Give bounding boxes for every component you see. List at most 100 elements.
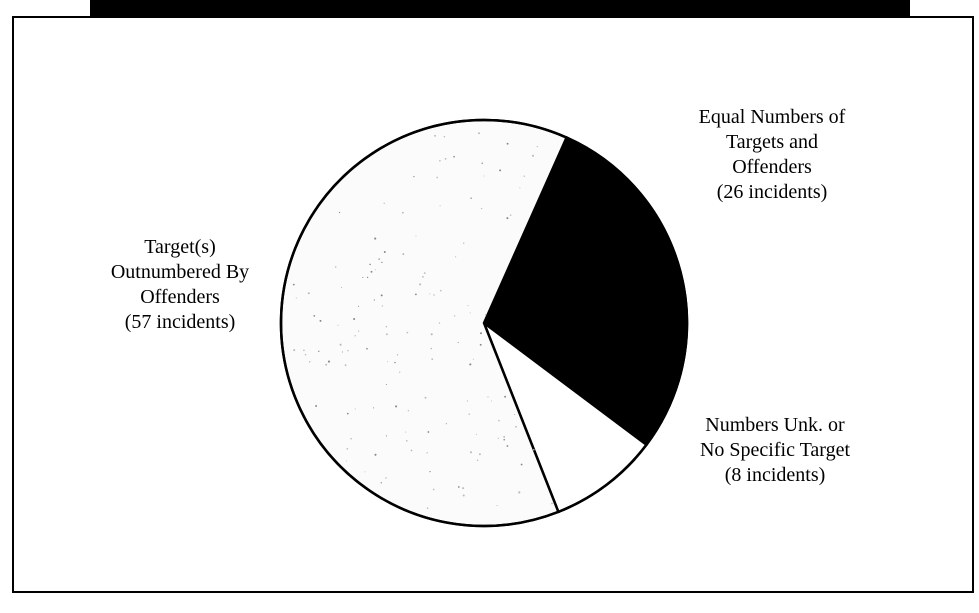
slice-texture-dot <box>462 242 465 244</box>
slice-texture-dot <box>472 358 474 360</box>
slice-texture-dot <box>308 361 311 363</box>
slice-texture-dot <box>536 145 538 148</box>
slice-texture-dot <box>385 477 387 479</box>
slice-label-numbers-unknown: Numbers Unk. or No Specific Target (8 in… <box>670 413 880 488</box>
slice-texture-dot <box>426 507 429 509</box>
slice-texture-dot <box>366 276 369 279</box>
slice-texture-dot <box>445 423 447 425</box>
chart-frame-right-edge <box>972 16 974 593</box>
slice-texture-dot <box>514 414 516 416</box>
slice-texture-dot <box>419 283 422 286</box>
slice-texture-dot <box>407 410 410 412</box>
slice-texture-dot <box>346 447 349 450</box>
slice-texture-dot <box>374 453 377 456</box>
slice-label-line: No Specific Target <box>699 439 851 461</box>
slice-texture-dot <box>406 331 409 334</box>
slice-texture-dot <box>440 289 442 292</box>
slice-texture-dot <box>295 297 297 299</box>
slice-texture-dot <box>378 258 381 261</box>
slice-texture-dot <box>533 448 535 451</box>
slice-texture-dot <box>364 471 366 473</box>
slice-texture-dot <box>338 211 341 214</box>
slice-texture-dot <box>385 333 388 336</box>
slice-texture-dot <box>358 330 360 332</box>
slice-texture-dot <box>383 251 386 253</box>
slice-texture-dot <box>457 341 459 343</box>
slice-texture-dot <box>469 312 471 314</box>
slice-texture-dot <box>479 343 482 346</box>
slice-texture-dot <box>427 431 430 433</box>
slice-texture-dot <box>421 275 424 278</box>
slice-texture-dot <box>304 353 307 356</box>
slice-texture-dot <box>395 405 398 408</box>
slice-texture-dot <box>429 470 431 473</box>
slice-texture-dot <box>370 270 373 273</box>
slice-texture-dot <box>344 364 347 367</box>
slice-texture-dot <box>432 488 435 491</box>
slice-texture-dot <box>503 436 505 438</box>
slice-texture-dot <box>503 438 505 441</box>
slice-texture-dot <box>483 175 485 177</box>
slice-label-line: Offenders <box>140 286 220 308</box>
slice-texture-dot <box>430 347 433 350</box>
slice-texture-dot <box>515 425 517 428</box>
slice-label-line: (57 incidents) <box>124 311 236 333</box>
slice-texture-dot <box>345 460 347 462</box>
slice-texture-dot <box>357 305 360 307</box>
slice-texture-dot <box>385 325 388 328</box>
slice-texture-dot <box>353 317 356 321</box>
slice-texture-dot <box>385 435 388 437</box>
slice-texture-dot <box>339 343 342 346</box>
slice-texture-dot <box>434 134 437 137</box>
slice-texture-dot <box>487 396 489 398</box>
slice-texture-dot <box>402 253 405 256</box>
slice-texture-dot <box>387 361 389 363</box>
slice-texture-dot <box>455 256 457 258</box>
slice-texture-dot <box>354 335 356 337</box>
slice-texture-dot <box>430 333 433 336</box>
slice-texture-dot <box>506 217 509 220</box>
slice-texture-dot <box>433 294 435 296</box>
slice-texture-dot <box>506 142 509 145</box>
slice-texture-dot <box>429 293 431 295</box>
slice-texture-dot <box>426 452 428 454</box>
slice-texture-dot <box>509 214 512 216</box>
slice-texture-dot <box>453 155 455 158</box>
slice-texture-dot <box>315 405 318 407</box>
slice-texture-dot <box>374 237 377 240</box>
slice-texture-dot <box>497 437 499 440</box>
slice-texture-dot <box>380 482 382 484</box>
slice-texture-dot <box>469 363 472 366</box>
slice-texture-dot <box>413 175 415 178</box>
slice-texture-dot <box>319 319 322 322</box>
slice-texture-dot <box>519 187 521 189</box>
slice-texture-dot <box>325 363 328 366</box>
slice-texture-dot <box>366 347 368 350</box>
slice-texture-dot <box>307 292 310 295</box>
slice-label-outnumbered: Target(s) Outnumbered By Offenders (57 i… <box>90 235 270 335</box>
slice-texture-dot <box>385 383 387 386</box>
slice-texture-dot <box>334 266 337 268</box>
slice-texture-dot <box>476 459 479 461</box>
slice-texture-dot <box>523 175 525 177</box>
slice-texture-dot <box>327 360 331 363</box>
slice-texture-dot <box>467 305 469 307</box>
slice-label-line: Outnumbered By <box>110 261 250 283</box>
slice-texture-dot <box>485 314 487 316</box>
slice-texture-dot <box>520 463 523 466</box>
slice-texture-dot <box>424 396 427 399</box>
slice-texture-dot <box>491 400 493 402</box>
slice-label-equal-numbers: Equal Numbers of Targets and Offenders (… <box>672 105 872 205</box>
slice-texture-dot <box>496 505 498 507</box>
slice-label-line: Targets and <box>725 131 819 153</box>
slice-texture-dot <box>337 324 339 326</box>
slice-texture-dot <box>531 154 535 157</box>
slice-texture-dot <box>481 162 483 164</box>
slice-texture-dot <box>383 202 385 204</box>
pie-outline <box>279 118 689 528</box>
slice-texture-dot <box>381 261 383 264</box>
slice-texture-dot <box>373 407 375 409</box>
slice-texture-dot <box>380 294 383 297</box>
slice-texture-dot <box>350 437 352 440</box>
